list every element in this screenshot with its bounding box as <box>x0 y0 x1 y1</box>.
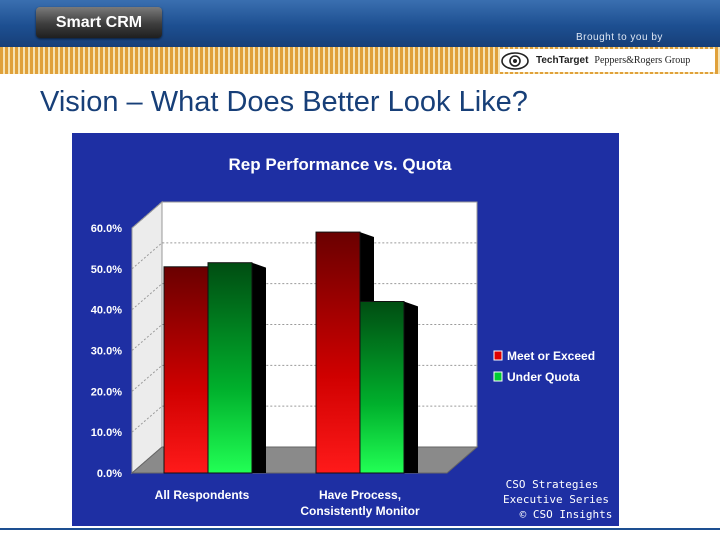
techtarget-logo: TechTarget <box>536 55 589 66</box>
under-bar-shadow <box>252 262 266 473</box>
chart-title: Rep Performance vs. Quota <box>229 155 453 174</box>
side-wall <box>131 200 163 475</box>
meet-bar <box>315 231 361 474</box>
legend-swatch-meet <box>493 350 503 361</box>
sponsor-logos: TechTarget Peppers&Rogers Group <box>500 49 715 72</box>
x-tick-label: All Respondents <box>155 488 250 502</box>
y-tick-label: 20.0% <box>91 386 122 398</box>
brought-by-text: Brought to you by <box>576 32 663 43</box>
legend-box <box>490 343 602 385</box>
y-tick-label: 0.0% <box>97 468 122 480</box>
eye-icon <box>501 51 529 70</box>
meet-bar <box>163 266 209 474</box>
y-tick-label: 60.0% <box>91 223 122 235</box>
y-tick-label: 10.0% <box>91 427 122 439</box>
under-bar <box>207 262 253 474</box>
header-bar: Smart CRM Brought to you by <box>0 0 720 47</box>
chart-panel: Rep Performance vs. Quota 0.0% 10.0% 20.0%… <box>72 133 619 526</box>
legend-label: Under Quota <box>507 370 580 384</box>
y-tick-label: 40.0% <box>91 305 122 317</box>
x-tick-label: Consistently Monitor <box>300 504 420 518</box>
bar-chart: Rep Performance vs. Quota 0.0% 10.0% 20.0%… <box>91 155 613 521</box>
footer-line <box>0 528 720 530</box>
watermark-line-2: Executive Series <box>503 493 609 506</box>
page-title: Vision – What Does Better Look Like? <box>40 86 528 118</box>
watermark-line-1: CSO Strategies <box>506 478 599 491</box>
under-bar <box>359 301 405 474</box>
watermark-line-3: © CSO Insights <box>520 508 613 521</box>
y-tick-label: 30.0% <box>91 346 122 358</box>
plot-area: 0.0% 10.0% 20.0% 30.0% 40.0% 50.0% 60.0% All Re… <box>91 200 602 518</box>
brand-logo: Smart CRM <box>36 7 162 38</box>
x-tick-label: Have Process, <box>319 488 401 502</box>
y-tick-label: 50.0% <box>91 264 122 276</box>
peppers-rogers-logo: Peppers&Rogers Group <box>594 55 691 66</box>
gridline <box>131 201 477 229</box>
legend-label: Meet or Exceed <box>507 349 595 363</box>
legend-swatch-under <box>493 371 503 382</box>
under-bar-shadow <box>404 301 418 473</box>
